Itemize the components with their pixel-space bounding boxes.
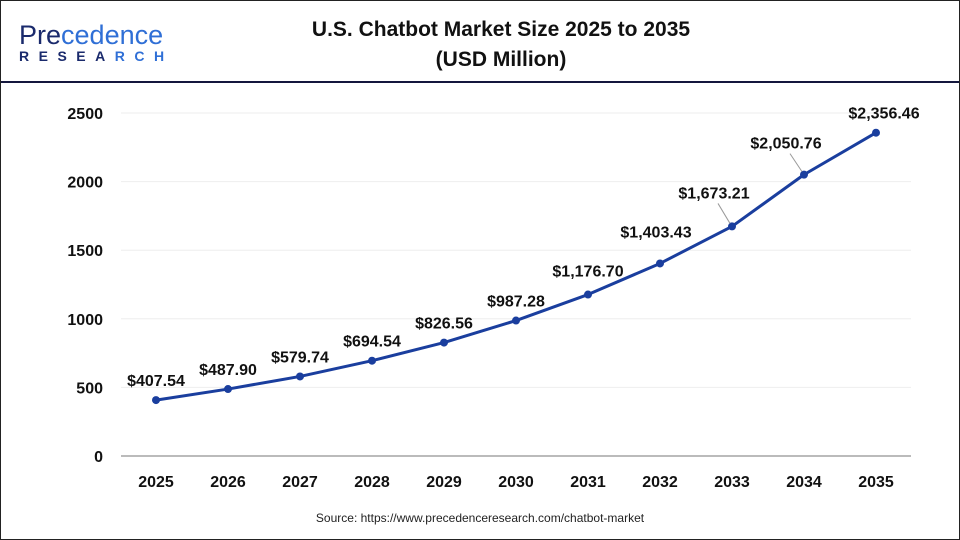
data-point xyxy=(224,385,232,394)
label-leader-line xyxy=(789,153,803,172)
y-tick-label: 1000 xyxy=(67,312,103,329)
data-point xyxy=(440,338,448,347)
data-label: $1,403.43 xyxy=(620,224,691,241)
y-tick-label: 1500 xyxy=(67,243,103,260)
x-tick-label: 2035 xyxy=(858,474,894,491)
y-tick-label: 500 xyxy=(76,380,103,397)
data-label: $487.90 xyxy=(199,362,257,379)
data-label: $1,673.21 xyxy=(678,185,749,202)
x-tick-label: 2032 xyxy=(642,474,678,491)
data-label: $826.56 xyxy=(415,316,473,333)
data-label: $694.54 xyxy=(343,334,401,351)
x-tick-label: 2033 xyxy=(714,474,750,491)
data-label: $579.74 xyxy=(271,349,329,366)
data-point xyxy=(512,316,520,325)
data-label: $407.54 xyxy=(127,373,185,390)
label-leader-line xyxy=(717,203,731,224)
title-line-2: (USD Million) xyxy=(435,48,567,71)
data-point xyxy=(584,290,592,299)
series-line xyxy=(155,131,877,402)
title-line-1: U.S. Chatbot Market Size 2025 to 2035 xyxy=(311,18,691,41)
data-point xyxy=(656,259,664,268)
data-label: $2,356.46 xyxy=(848,106,919,123)
y-tick-label: 2000 xyxy=(67,175,103,192)
data-label: $1,176.70 xyxy=(552,264,623,281)
data-point xyxy=(152,396,160,405)
x-tick-label: 2029 xyxy=(426,474,462,491)
x-tick-label: 2025 xyxy=(138,474,174,491)
x-tick-label: 2034 xyxy=(786,474,822,491)
data-point xyxy=(872,128,880,137)
chart-title: U.S. Chatbot Market Size 2025 to 2035 (U… xyxy=(281,15,721,75)
y-tick-label: 2500 xyxy=(67,106,103,123)
header: Precedence RESEARCH U.S. Chatbot Market … xyxy=(1,1,959,83)
source-text: Source: https://www.precedenceresearch.c… xyxy=(315,511,645,525)
data-point xyxy=(368,356,376,365)
precedence-research-logo: Precedence RESEARCH xyxy=(19,20,174,64)
y-tick-label: 0 xyxy=(94,449,103,466)
data-label: $2,050.76 xyxy=(750,136,821,153)
data-point xyxy=(296,372,304,381)
x-tick-label: 2028 xyxy=(354,474,390,491)
x-tick-label: 2031 xyxy=(570,474,606,491)
data-point xyxy=(800,170,808,179)
x-tick-label: 2027 xyxy=(282,474,318,491)
data-point xyxy=(728,222,736,231)
x-tick-label: 2030 xyxy=(498,474,534,491)
data-label: $987.28 xyxy=(487,294,545,311)
x-tick-label: 2026 xyxy=(210,474,246,491)
